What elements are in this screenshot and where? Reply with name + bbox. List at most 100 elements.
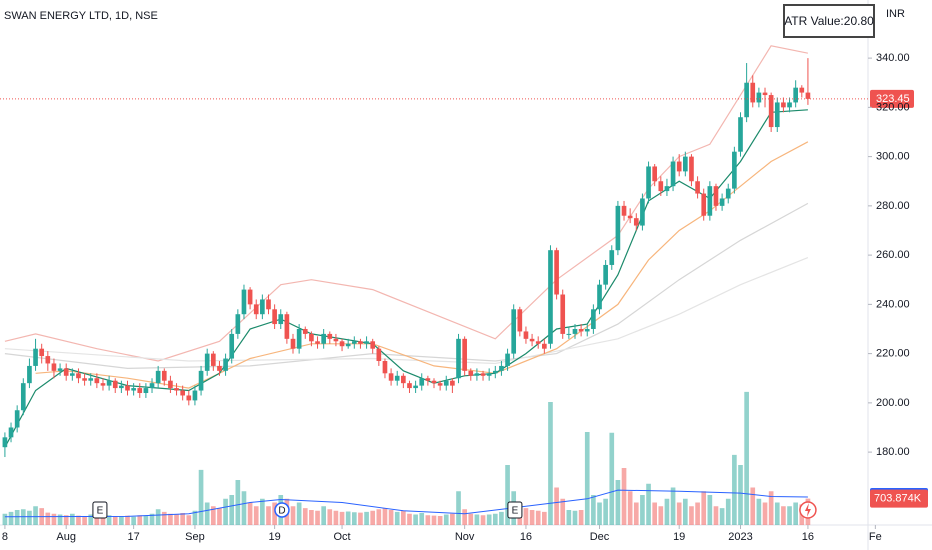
candle-body	[609, 250, 615, 265]
currency-label: INR	[886, 8, 905, 20]
volume-bar	[744, 391, 749, 525]
candle-body	[480, 373, 486, 376]
volume-bar	[425, 515, 431, 525]
candle-body	[682, 156, 688, 172]
volume-bar	[584, 432, 590, 525]
candle-body	[689, 156, 694, 182]
candle-body	[805, 92, 811, 99]
event-marker	[92, 501, 108, 519]
volume-bar	[535, 510, 541, 525]
candle-body	[106, 380, 112, 386]
candle-body	[27, 365, 32, 384]
volume-bar	[443, 514, 449, 525]
event-label: E	[512, 506, 519, 517]
candle-body	[474, 373, 480, 376]
candle-body	[235, 314, 241, 334]
volume-bar	[370, 510, 376, 525]
candle-body	[486, 373, 492, 376]
volume-bar	[756, 498, 762, 525]
volume-bar	[621, 468, 627, 525]
atr-box	[783, 4, 875, 38]
candle-body	[652, 166, 658, 182]
volume-bar	[119, 516, 124, 525]
candle-body	[168, 380, 173, 389]
candle-body	[82, 378, 87, 381]
volume-bar	[603, 498, 608, 525]
x-tick-label: Dec	[590, 531, 610, 543]
volume-bar	[456, 491, 461, 525]
volume-bar	[198, 469, 204, 525]
candle-body	[370, 341, 376, 349]
volume-bar	[88, 514, 94, 525]
volume-bar	[180, 513, 186, 525]
volume-bar	[609, 432, 615, 525]
candle-body	[131, 388, 136, 391]
candle-body	[57, 368, 63, 371]
candle-body	[20, 383, 26, 411]
x-tick-label: 16	[802, 531, 814, 543]
volume-bar	[529, 510, 535, 525]
volume-bar	[762, 502, 768, 525]
candle-body	[799, 87, 805, 93]
y-tick-label: 180.00	[876, 446, 910, 458]
candle-body	[290, 338, 296, 349]
candle-body	[572, 328, 578, 334]
candle-body	[88, 378, 94, 381]
candle-body	[548, 250, 553, 344]
volume-bar	[676, 502, 682, 525]
last-price-label: 323.45	[876, 93, 910, 105]
volume-bar	[499, 511, 504, 525]
candle-body	[186, 395, 192, 401]
candle-body	[358, 341, 363, 344]
candle-body	[646, 166, 651, 199]
candle-body	[505, 353, 510, 366]
volume-bar	[217, 508, 222, 525]
volume-bar	[94, 516, 100, 525]
candle-body	[14, 410, 20, 428]
x-tick-label: 17	[128, 531, 140, 543]
volume-bar	[253, 506, 259, 525]
candle-body	[750, 82, 756, 103]
x-tick-label: 2023	[728, 531, 752, 543]
volume-bar	[33, 506, 38, 525]
volume-bar	[394, 511, 400, 525]
volume-bar	[419, 513, 425, 525]
volume-bar	[100, 516, 106, 525]
y-tick-label: 320.00	[876, 101, 910, 113]
candle-body	[327, 333, 333, 339]
chart-title: SWAN ENERGY LTD, 1D, NSE	[4, 10, 158, 22]
candle-body	[756, 92, 762, 103]
volume-bar	[407, 513, 412, 525]
volume-bar	[351, 512, 357, 525]
candle-body	[456, 338, 461, 379]
volume-bar	[186, 515, 192, 525]
candle-body	[223, 358, 228, 371]
candle-body	[229, 333, 235, 359]
volume-bar	[707, 495, 713, 525]
volume-bar	[45, 512, 51, 525]
last-price-tag	[870, 89, 914, 108]
volume-bar	[738, 465, 743, 525]
candle-body	[523, 331, 529, 339]
volume-bar	[591, 495, 596, 525]
x-tick-label: Fe	[869, 531, 882, 543]
candle-body	[517, 309, 523, 332]
x-tick-label: Oct	[333, 531, 350, 543]
volume-bar	[523, 508, 529, 525]
event-marker	[274, 502, 290, 518]
y-tick-label: 200.00	[876, 397, 910, 409]
candle-body	[345, 343, 351, 347]
candle-body	[180, 390, 186, 396]
volume-bar	[566, 510, 572, 525]
y-tick-label: 260.00	[876, 249, 910, 261]
x-tick-label: Nov	[455, 531, 475, 543]
candle-body	[143, 388, 149, 394]
candle-body	[63, 368, 69, 376]
volume-bar	[241, 491, 247, 525]
candle-body	[725, 188, 731, 199]
candle-body	[376, 348, 382, 361]
candle-body	[695, 181, 700, 194]
candle-body	[774, 102, 780, 128]
